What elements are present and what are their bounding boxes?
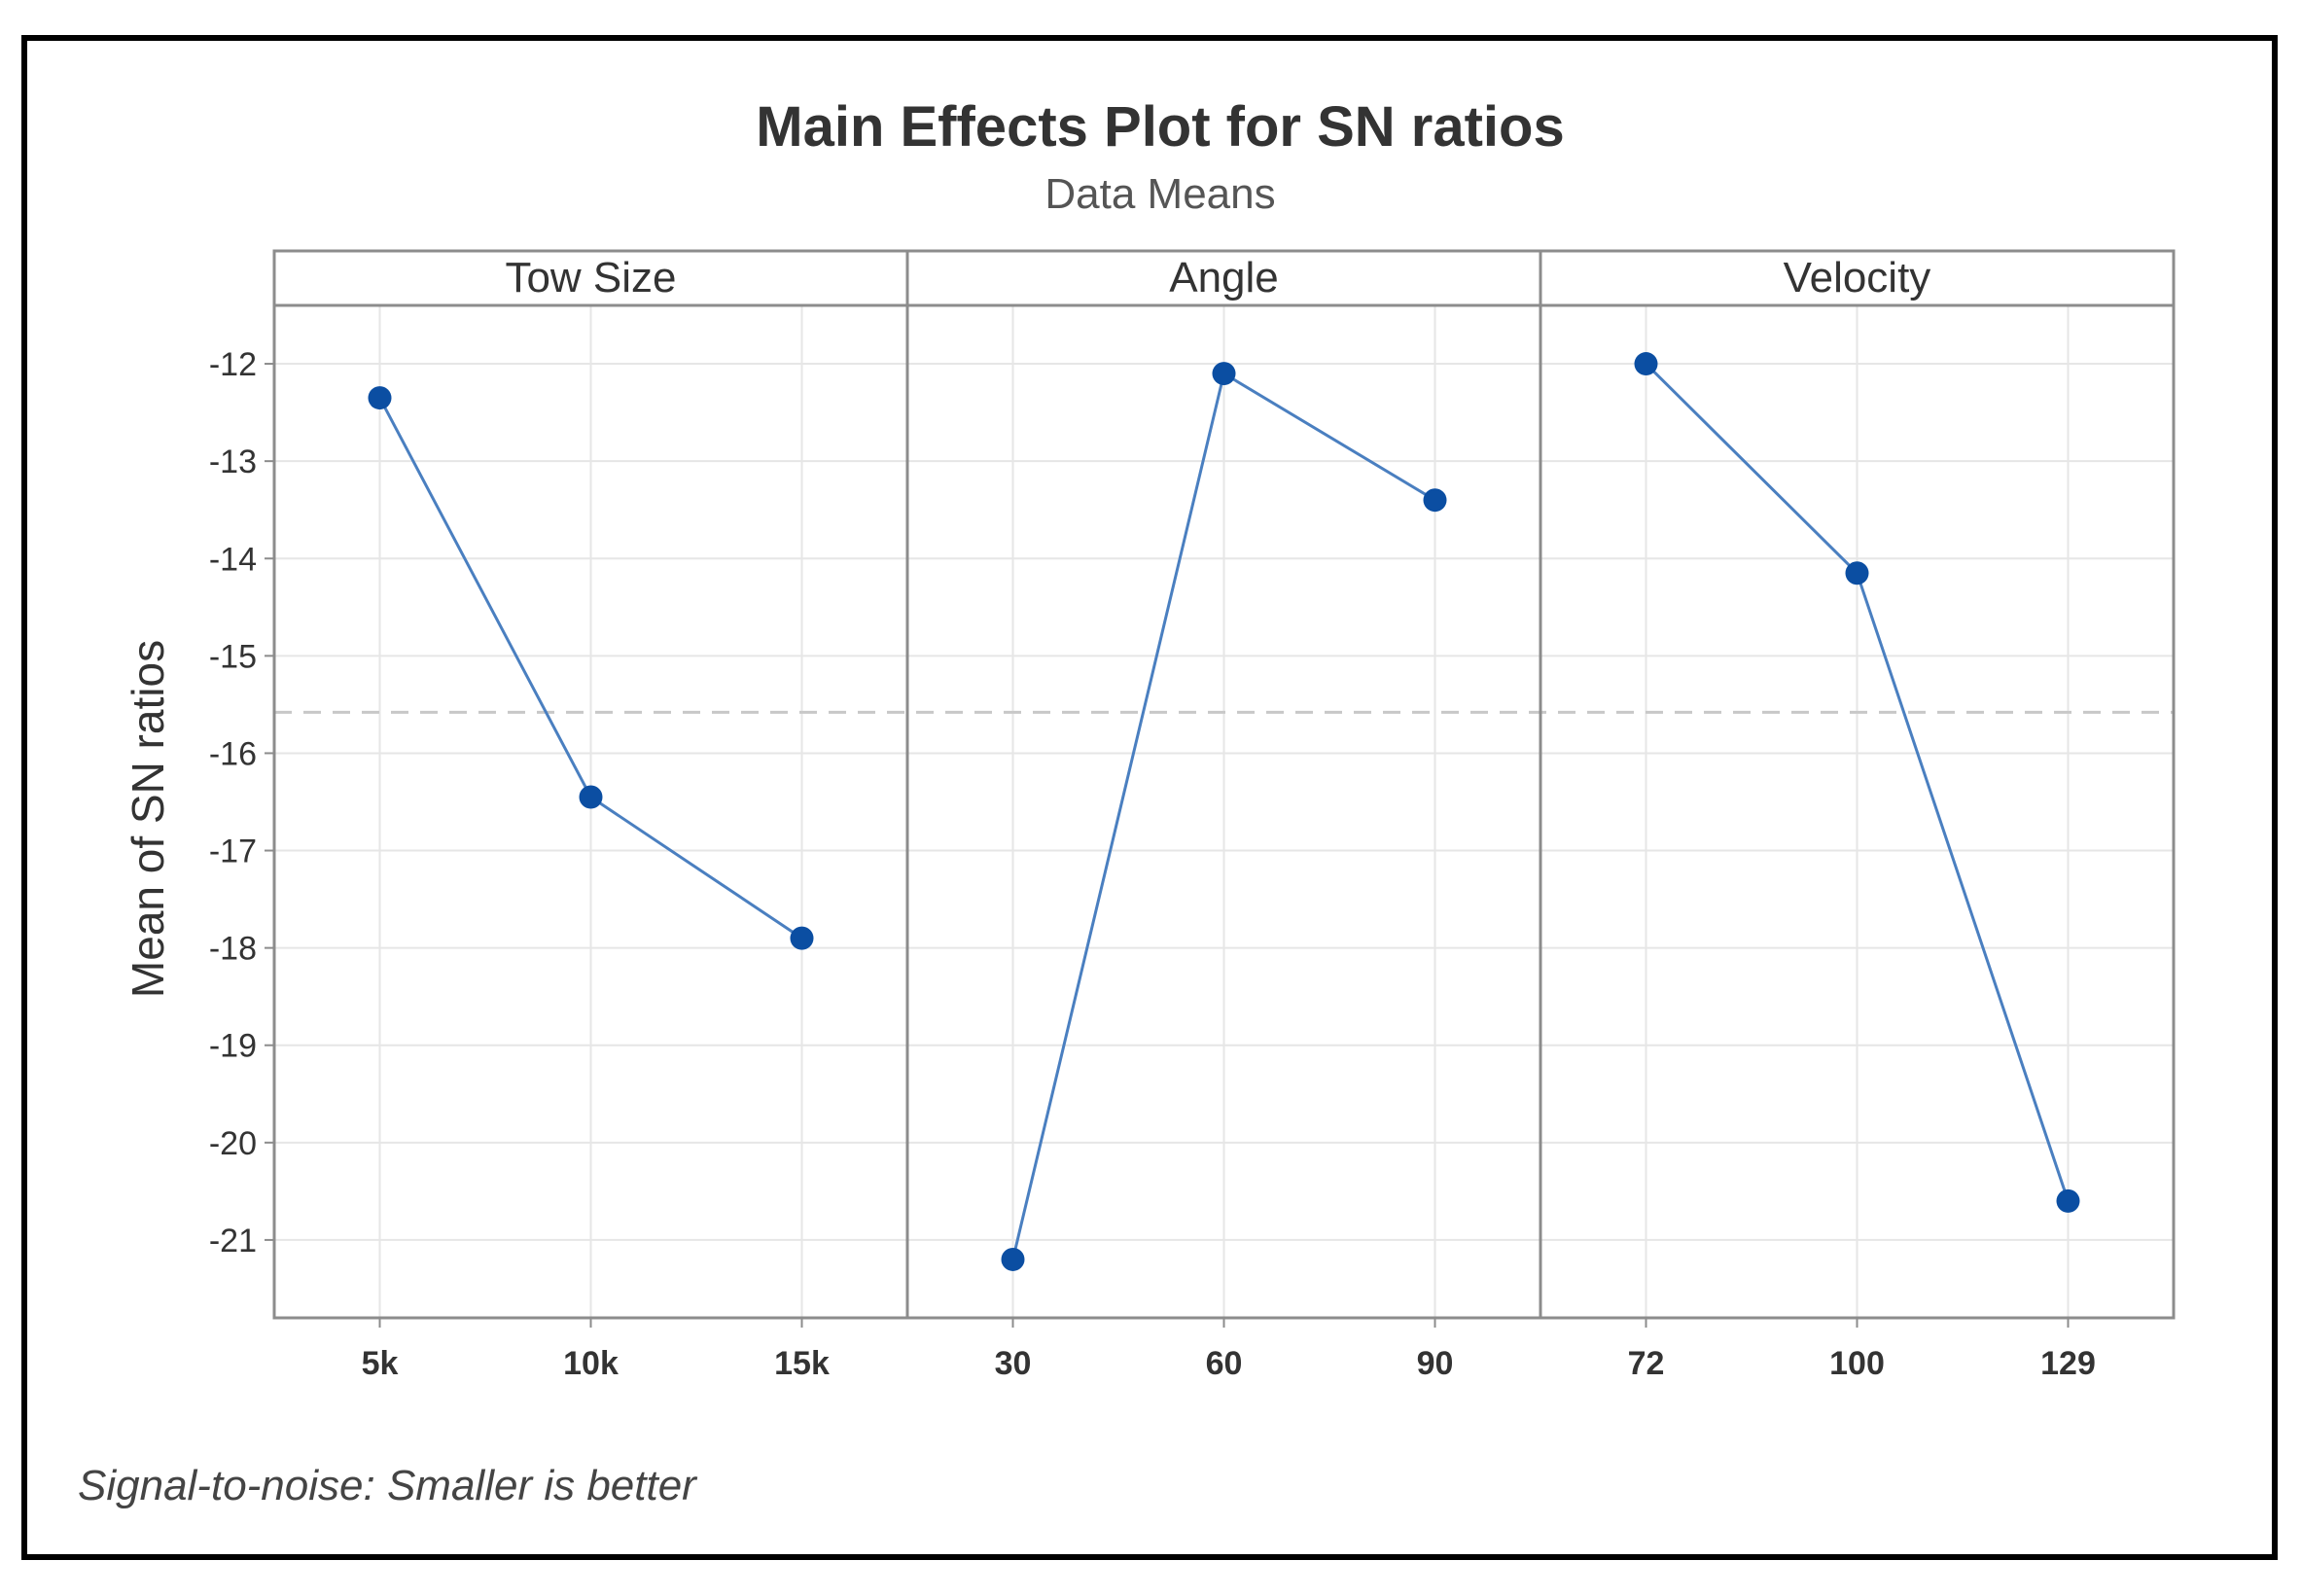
x-tick-label: 72 bbox=[1628, 1345, 1665, 1382]
y-tick-label: -17 bbox=[209, 833, 257, 870]
data-point bbox=[1634, 352, 1658, 376]
plot-area: -12 -13 -14 -15 -16 -17 -18 -19 -20 -21 5k 10k 15k 30… bbox=[209, 249, 2176, 1382]
panel-outer-border bbox=[272, 249, 2176, 1320]
panel-label-1: Angle bbox=[1169, 254, 1279, 301]
y-tick-label: -15 bbox=[209, 638, 257, 675]
x-tick-label: 90 bbox=[1417, 1345, 1454, 1382]
footnote: Signal-to-noise: Smaller is better bbox=[78, 1462, 698, 1509]
x-tick-label: 5k bbox=[362, 1345, 399, 1382]
data-point bbox=[579, 785, 603, 809]
x-tick-label: 15k bbox=[774, 1345, 830, 1382]
y-tick-label: -19 bbox=[209, 1028, 257, 1065]
panel-label-2: Velocity bbox=[1784, 254, 1931, 301]
y-axis-label: Mean of SN ratios bbox=[123, 640, 173, 998]
y-tick-label: -16 bbox=[209, 735, 257, 772]
chart-title: Main Effects Plot for SN ratios bbox=[756, 95, 1564, 159]
chart-frame: Main Effects Plot for SN ratios Data Mea… bbox=[21, 35, 2278, 1560]
data-point bbox=[1001, 1247, 1025, 1271]
x-tick-label: 30 bbox=[995, 1345, 1032, 1382]
x-tick-label: 129 bbox=[2040, 1345, 2096, 1382]
y-tick-label: -13 bbox=[209, 443, 257, 480]
x-tick-label: 10k bbox=[563, 1345, 619, 1382]
data-point bbox=[2056, 1188, 2080, 1213]
x-tick-label: 100 bbox=[1829, 1345, 1885, 1382]
y-tick-label: -14 bbox=[209, 541, 257, 578]
y-tick-label: -12 bbox=[209, 346, 257, 383]
data-point bbox=[1845, 561, 1869, 585]
chart-subtitle: Data Means bbox=[1044, 170, 1275, 218]
y-tick-label: -21 bbox=[209, 1223, 257, 1259]
data-point bbox=[1423, 488, 1447, 513]
x-tick-label: 60 bbox=[1206, 1345, 1243, 1382]
data-point bbox=[1212, 362, 1236, 386]
y-tick-label: -20 bbox=[209, 1125, 257, 1162]
data-point bbox=[368, 386, 392, 410]
main-effects-chart: Main Effects Plot for SN ratios Data Mea… bbox=[78, 95, 2176, 1509]
data-point bbox=[790, 926, 814, 950]
y-tick-label: -18 bbox=[209, 931, 257, 968]
panel-label-0: Tow Size bbox=[505, 254, 676, 301]
